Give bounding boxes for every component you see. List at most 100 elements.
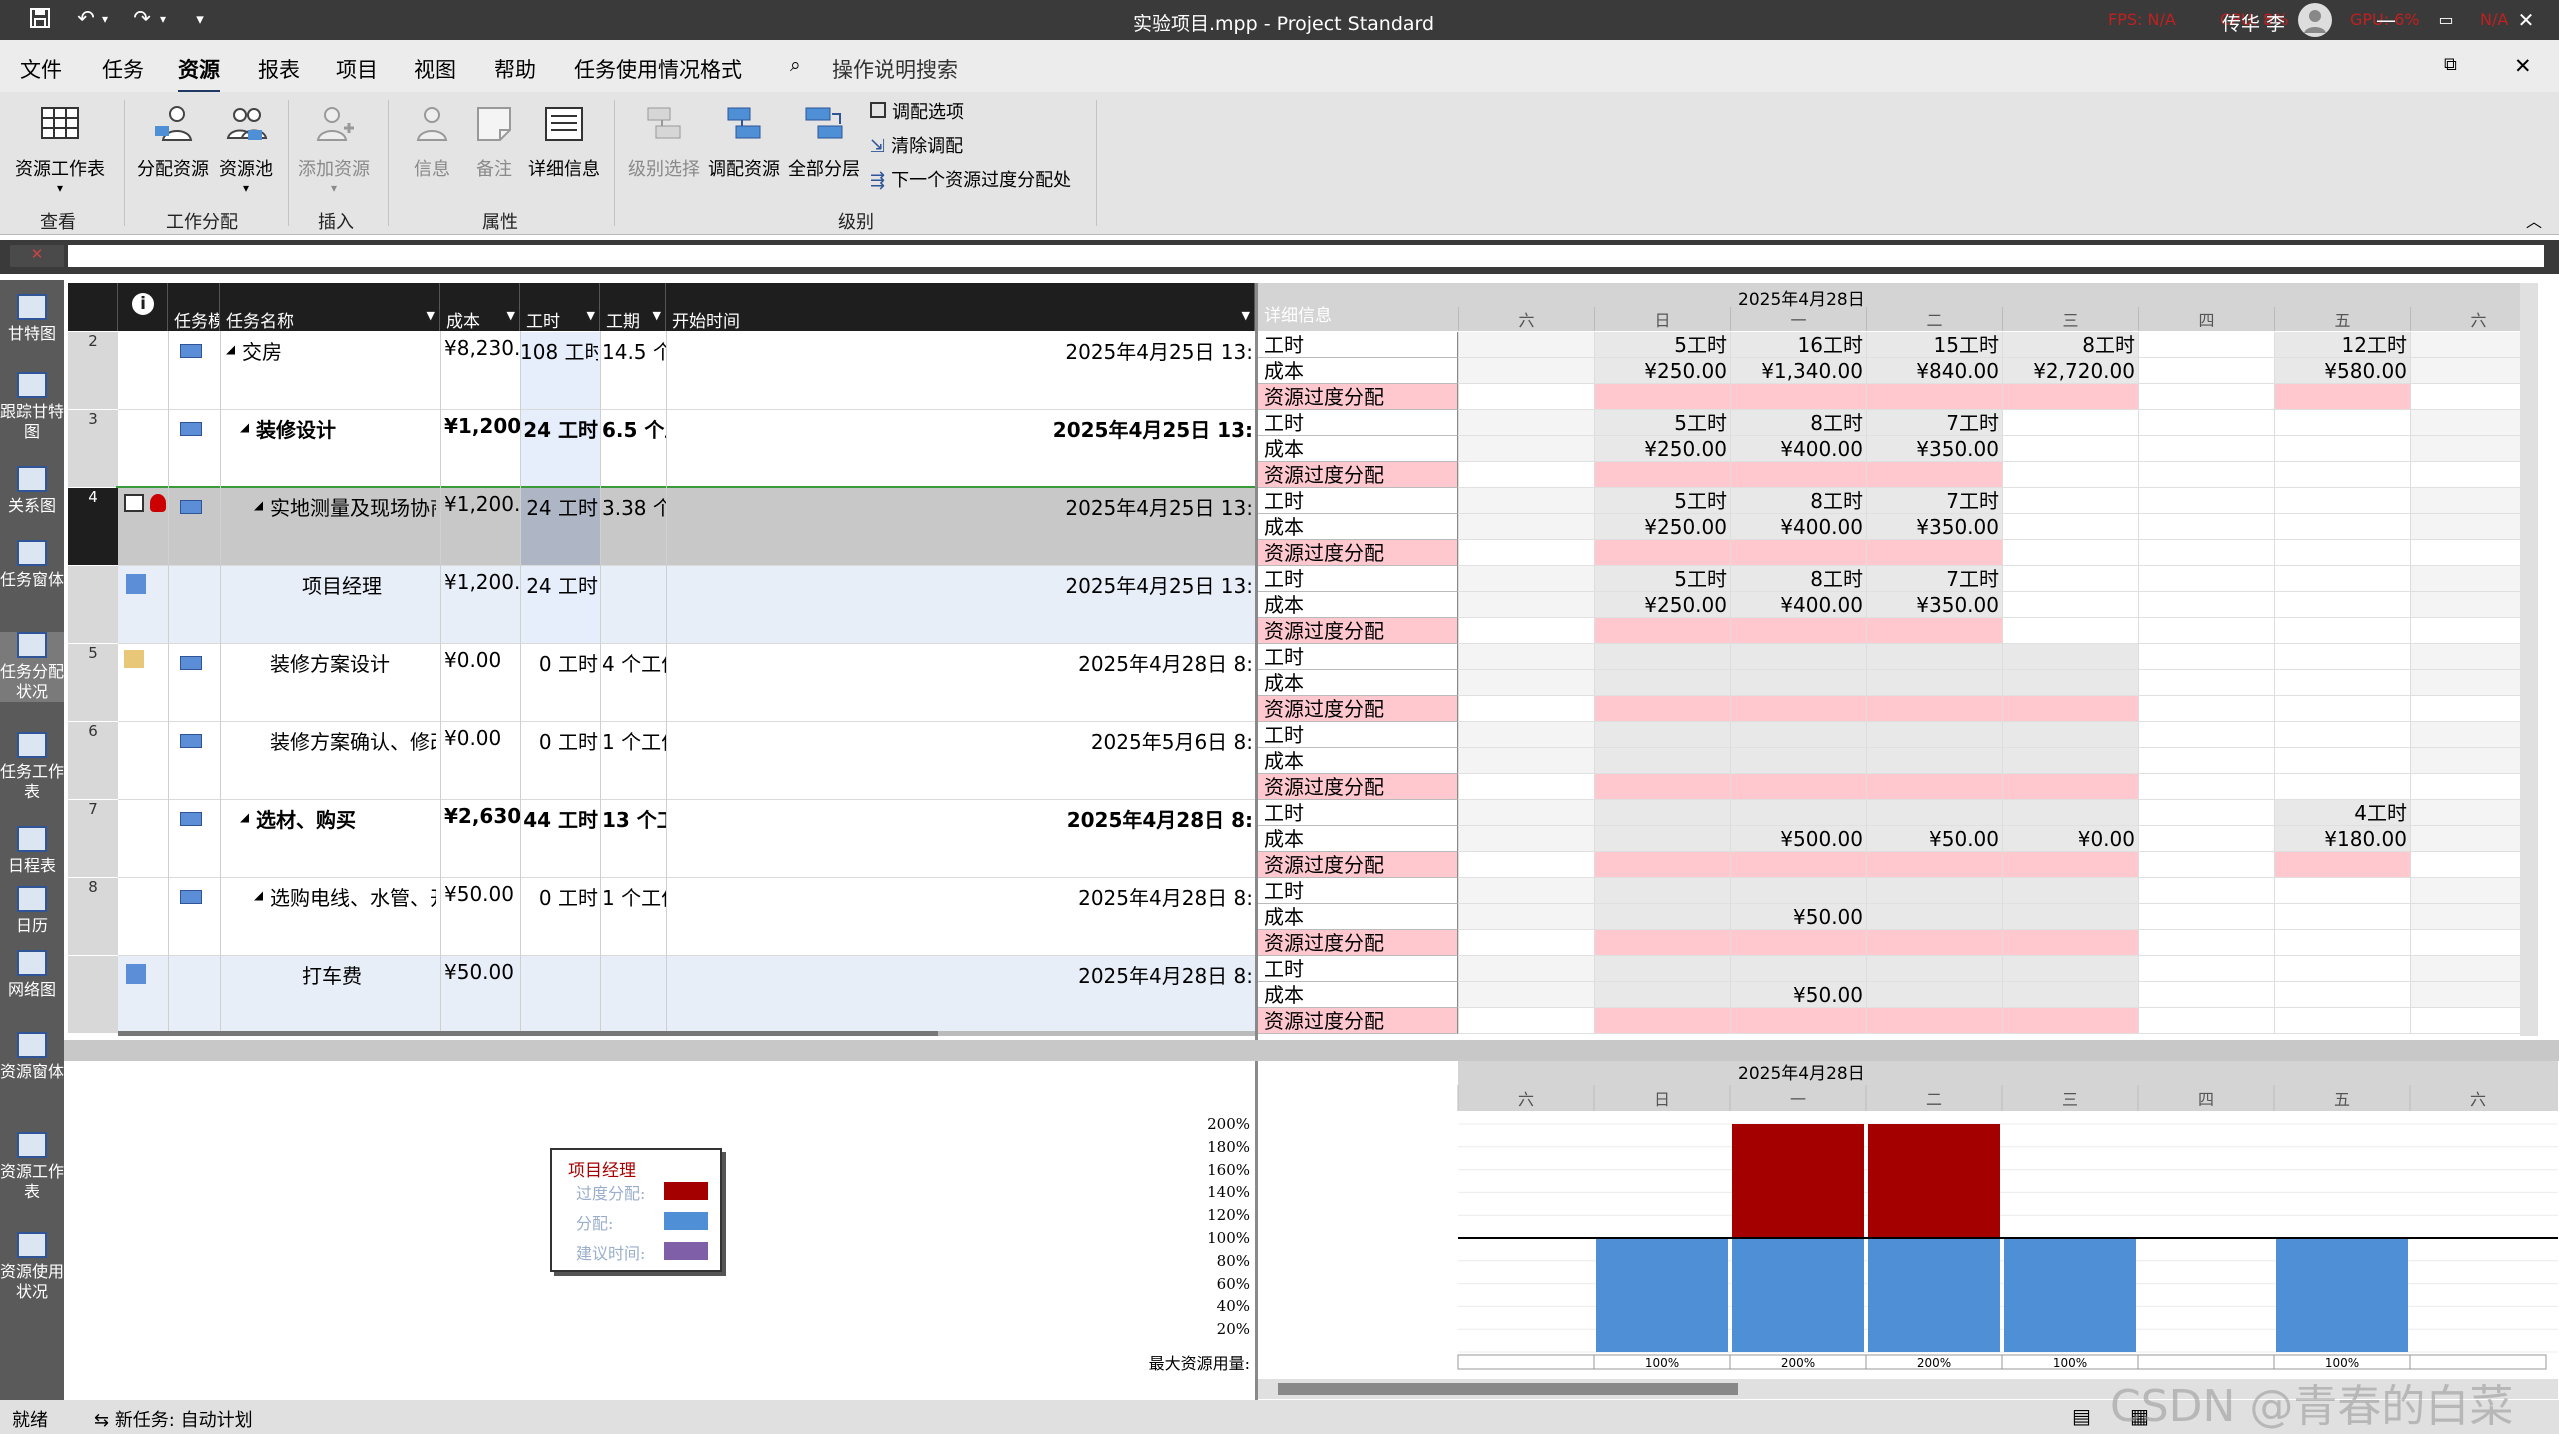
table-row[interactable] — [118, 722, 1255, 800]
viewbar-item[interactable]: 甘特图 — [0, 294, 64, 344]
table-row[interactable] — [118, 644, 1255, 722]
header-task-mode[interactable]: 任务模式 — [168, 283, 220, 331]
minimize-icon[interactable]: — — [2376, 8, 2396, 32]
detail-cell[interactable]: 8工时 — [1730, 410, 1866, 436]
header-task-name[interactable]: 任务名称 ▼ — [220, 283, 440, 331]
tab-report[interactable]: 报表 — [258, 58, 300, 82]
entry-field[interactable] — [68, 245, 2544, 267]
detail-cell[interactable]: 8工时 — [1730, 566, 1866, 592]
viewbar-item[interactable]: 跟踪甘特图 — [0, 372, 64, 442]
info-button[interactable]: 信息 — [404, 102, 460, 181]
duration-cell[interactable] — [602, 566, 666, 570]
detail-cell[interactable] — [2410, 774, 2538, 800]
detail-cell[interactable] — [2274, 748, 2410, 774]
detail-cell[interactable] — [2410, 982, 2538, 1008]
scroll-thumb[interactable] — [118, 1031, 938, 1036]
row-number[interactable] — [68, 956, 118, 1034]
detail-cell[interactable] — [2138, 982, 2274, 1008]
detail-cell[interactable] — [2274, 384, 2410, 410]
detail-cell[interactable] — [1730, 462, 1866, 488]
cost-cell[interactable]: ¥1,200.00 — [444, 570, 520, 594]
detail-cell[interactable] — [2410, 488, 2538, 514]
level-selection-button[interactable]: 级别选择 — [626, 102, 702, 181]
detail-cell[interactable] — [2410, 592, 2538, 618]
detail-cell[interactable] — [1594, 462, 1730, 488]
tab-task-usage-format[interactable]: 任务使用情况格式 — [574, 58, 742, 82]
detail-cell[interactable] — [2138, 410, 2274, 436]
detail-cell[interactable] — [2274, 436, 2410, 462]
undo-icon[interactable]: ↶ — [77, 6, 95, 30]
detail-cell[interactable] — [2002, 436, 2138, 462]
detail-cell[interactable] — [2138, 722, 2274, 748]
duration-cell[interactable]: 13 个工作日 — [602, 808, 666, 832]
detail-cell[interactable] — [1730, 722, 1866, 748]
detail-cell[interactable] — [1866, 878, 2002, 904]
user-name[interactable]: 传华 李 — [2222, 13, 2286, 35]
detail-cell[interactable]: ¥250.00 — [1594, 358, 1730, 384]
detail-cell[interactable] — [2410, 644, 2538, 670]
work-cell[interactable]: 0 工时 — [538, 652, 598, 676]
detail-cell[interactable] — [2138, 774, 2274, 800]
detail-cell[interactable] — [1594, 904, 1730, 930]
detail-cell[interactable] — [2138, 852, 2274, 878]
add-resource-button[interactable]: 添加资源 ▾ — [294, 102, 374, 195]
detail-cell[interactable] — [2274, 930, 2410, 956]
detail-cell[interactable] — [2002, 852, 2138, 878]
detail-cell[interactable] — [1730, 670, 1866, 696]
start-cell[interactable]: 2025年4月28日 8: — [1078, 964, 1253, 988]
detail-cell[interactable] — [2410, 358, 2538, 384]
task-name-cell[interactable]: 打车费 — [302, 964, 362, 988]
select-all-corner[interactable] — [68, 283, 118, 331]
resource-sheet-button[interactable]: 资源工作表 ▾ — [12, 102, 108, 195]
detail-cell[interactable] — [2002, 982, 2138, 1008]
detail-cell[interactable] — [2138, 436, 2274, 462]
detail-cell[interactable] — [2410, 852, 2538, 878]
detail-cell[interactable]: 7工时 — [1866, 566, 2002, 592]
detail-cell[interactable] — [2002, 904, 2138, 930]
duration-cell[interactable]: 14.5 个工作日 — [602, 340, 666, 364]
detail-cell[interactable] — [2410, 722, 2538, 748]
detail-cell[interactable] — [1458, 956, 1594, 982]
detail-cell[interactable] — [1866, 670, 2002, 696]
detail-cell[interactable] — [2002, 514, 2138, 540]
detail-cell[interactable] — [2274, 774, 2410, 800]
detail-cell[interactable] — [1866, 774, 2002, 800]
vertical-splitter[interactable] — [1255, 283, 1258, 1400]
detail-cell[interactable]: 4工时 — [2274, 800, 2410, 826]
header-work[interactable]: 工时 ▼ — [520, 283, 600, 331]
detail-cell[interactable] — [2138, 878, 2274, 904]
work-cell[interactable] — [520, 956, 598, 960]
detail-cell[interactable] — [2274, 904, 2410, 930]
detail-cell[interactable] — [1458, 592, 1594, 618]
task-name-cell[interactable]: 装修方案确认、修改及定稿 — [270, 730, 436, 754]
work-cell[interactable]: 24 工时 — [526, 574, 598, 598]
detail-cell[interactable] — [2002, 670, 2138, 696]
table-row[interactable] — [118, 800, 1255, 878]
detail-cell[interactable]: 7工时 — [1866, 488, 2002, 514]
viewbar-item[interactable]: 任务工作表 — [0, 732, 64, 802]
detail-cell[interactable] — [1594, 774, 1730, 800]
task-name-cell[interactable]: 交房 — [242, 340, 282, 364]
leveling-options-button[interactable]: 调配选项 — [870, 98, 964, 124]
filter-dropdown-icon[interactable]: ▼ — [426, 309, 435, 322]
detail-cell[interactable] — [2274, 462, 2410, 488]
detail-cell[interactable] — [2002, 540, 2138, 566]
detail-cell[interactable] — [1730, 644, 1866, 670]
detail-cell[interactable] — [2274, 670, 2410, 696]
detail-cell[interactable] — [1594, 384, 1730, 410]
task-name-cell[interactable]: 选购电线、水管、开关插座等 — [270, 886, 436, 910]
detail-cell[interactable] — [1730, 852, 1866, 878]
detail-cell[interactable] — [2002, 800, 2138, 826]
detail-cell[interactable] — [1458, 722, 1594, 748]
detail-cell[interactable]: 12工时 — [2274, 332, 2410, 358]
task-name-cell[interactable]: 选材、购买 — [256, 808, 356, 832]
table-row[interactable] — [116, 486, 1255, 568]
work-cell[interactable]: 0 工时 — [538, 730, 598, 754]
task-name-cell[interactable]: 装修设计 — [256, 418, 336, 442]
detail-cell[interactable]: ¥1,340.00 — [1730, 358, 1866, 384]
detail-cell[interactable] — [1594, 618, 1730, 644]
detail-cell[interactable] — [1458, 410, 1594, 436]
cost-cell[interactable]: ¥0.00 — [444, 648, 502, 672]
detail-cell[interactable]: ¥50.00 — [1730, 982, 1866, 1008]
table-row[interactable] — [118, 410, 1255, 488]
